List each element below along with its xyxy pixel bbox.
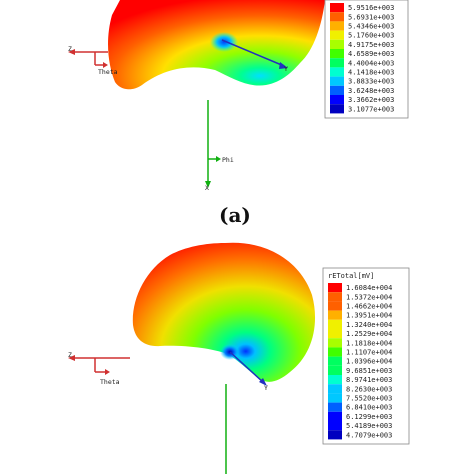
legend-value: 1.0396e+004 [346,358,392,366]
legend-value: 1.2529e+004 [346,330,392,338]
legend-swatch [328,319,342,329]
legend-value: 4.9175e+003 [348,41,394,49]
legend-value: 5.6931e+003 [348,13,394,21]
legend-value: 5.4189e+003 [346,422,392,430]
pattern-null-a [210,32,238,52]
x-axis-label-a: X [205,184,209,192]
y-axis-arrowhead-b [259,378,267,386]
legend-swatch [330,67,344,77]
legend-value: 8.9741e+003 [346,376,392,384]
legend-value: 1.6084e+004 [346,284,392,292]
radiation-lobe-b [132,242,316,382]
legend-swatch [330,21,344,31]
legend-value: 4.4004e+003 [348,59,394,67]
legend-swatch [328,329,342,339]
legend-swatch [328,356,342,366]
legend-swatch [330,49,344,59]
legend-value: 1.3951e+004 [346,312,392,320]
legend-value: 1.1107e+004 [346,349,392,357]
legend-swatch [328,347,342,357]
legend-value: 7.5520e+003 [346,395,392,403]
legend-value: 4.7079e+003 [346,431,392,439]
y-axis-a [221,39,285,67]
y-axis-b [229,351,265,384]
legend-value: 6.8410e+003 [346,404,392,412]
z-axis-arrowhead-b [68,355,75,361]
legend-swatch [330,58,344,68]
legend-value: 3.3662e+003 [348,96,394,104]
legend-value: 1.3240e+004 [346,321,392,329]
legend-swatch [328,411,342,421]
legend-swatch [328,283,342,293]
legend-swatch [330,30,344,40]
legend-value: 5.9516e+003 [348,4,394,12]
legend-swatch [328,430,342,440]
y-axis-label-a: Y [284,65,288,73]
legend-value: 3.1077e+003 [348,105,394,113]
legend-swatch [330,85,344,95]
legend-swatch [328,310,342,320]
legend-value: 5.4346e+003 [348,23,394,31]
legend-swatch [328,292,342,302]
legend-swatch [328,384,342,394]
z-axis-label-a: Z [68,45,72,53]
x-axis-arrowhead-a [205,181,211,188]
legend-value: 1.5372e+004 [346,293,392,301]
legend-swatch [328,365,342,375]
legend-swatch [330,12,344,22]
legend-value: 1.4662e+004 [346,303,392,311]
legend-value: 3.6248e+003 [348,87,394,95]
legend-value: 4.1418e+003 [348,69,394,77]
legend-swatch [328,301,342,311]
y-axis-label-b: Y [264,384,268,392]
z-axis-label-b: Z [68,351,72,359]
legend-swatch [328,421,342,431]
theta-label-a: Theta [98,68,118,76]
legend-swatch [330,76,344,86]
legend-swatch [328,393,342,403]
theta-label-b: Theta [100,378,120,386]
phi-label-a: Phi [222,156,234,164]
z-axis-arrowhead-a [68,49,75,55]
legend-value: 6.1299e+003 [346,413,392,421]
legend-value: 1.1818e+004 [346,339,392,347]
panel-b: Y Z Theta rETotal[mV] 1.6084e+0041.5372e… [68,242,410,474]
phi-arrowhead-a [216,156,221,162]
legend-title-b: rETotal[mV] [328,272,374,280]
legend-swatch [330,95,344,105]
caption-a: (a) [219,203,251,227]
theta-arrowhead-a [103,62,108,68]
legend-value: 9.6851e+003 [346,367,392,375]
legend-value: 5.1760e+003 [348,32,394,40]
legend-swatch [330,39,344,49]
legend-swatch [328,375,342,385]
legend-swatch [328,338,342,348]
panel-a: Y Z Theta Phi X 5.9516e+0035.6931e+0035.… [68,0,409,192]
legend-value: 8.2630e+003 [346,385,392,393]
legend-value: 4.6589e+003 [348,50,394,58]
theta-arrowhead-b [105,369,110,375]
legend-swatch [330,104,344,114]
legend-swatch [328,402,342,412]
y-axis-arrowhead-a [279,62,288,69]
legend-value: 3.8833e+003 [348,78,394,86]
legend-swatch [330,3,344,13]
